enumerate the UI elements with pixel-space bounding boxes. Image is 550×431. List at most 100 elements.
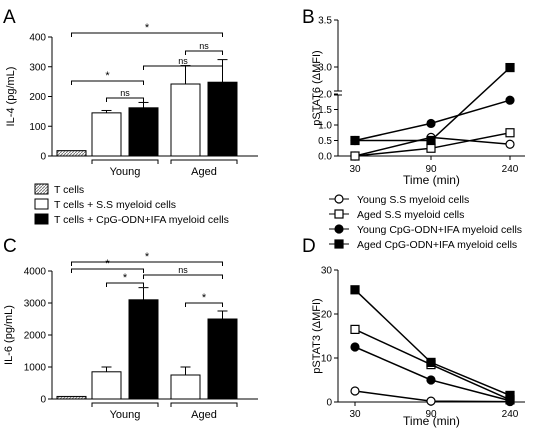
pstat6-line-chart: 0.0 0.5 1.0 1.5 2.0 3.0 3.5 30 90 240 Time (min) pS…: [311, 16, 525, 187]
y-tick-label: 3.5: [318, 16, 332, 27]
y-tick-label: 4000: [24, 267, 47, 278]
y-tick-label: 10: [321, 354, 333, 365]
y-tick-label: 1000: [24, 363, 47, 374]
bar-legend: T cells T cells + S.S myeloid cells T cell…: [34, 183, 229, 226]
data-point: [426, 357, 436, 367]
data-point: [350, 342, 360, 352]
panel-label-a: A: [3, 7, 16, 28]
group-label: Young: [110, 409, 141, 421]
legend-swatch: [34, 183, 49, 195]
series-line: [355, 67, 511, 142]
significance-label: *: [202, 292, 207, 304]
significance-bracket: [185, 50, 223, 55]
bar: [91, 371, 122, 400]
y-tick-label: 0: [40, 395, 46, 406]
data-point: [505, 62, 515, 73]
legend-marker: [334, 224, 344, 234]
y-axis-label: pSTAT3 (ΔMFI): [311, 298, 323, 373]
data-point: [505, 390, 515, 400]
significance-bracket: [106, 97, 144, 102]
significance-label: *: [123, 272, 128, 284]
y-tick-label: 300: [29, 62, 46, 73]
y-axis-label: IL-4 (pg/mL): [5, 67, 17, 127]
panel-label-d: D: [302, 236, 316, 257]
y-tick-label: 2.0: [318, 90, 332, 101]
data-point: [426, 118, 436, 129]
bar: [56, 150, 87, 157]
il6-bar-chart: 0 1000 2000 3000 4000 IL-6 (pg/mL) Young Aged * *…: [3, 251, 258, 421]
bar: [170, 83, 201, 157]
bar: [170, 374, 201, 400]
legend-marker: [334, 209, 344, 219]
y-tick-label: 200: [29, 92, 46, 103]
y-axis-label: IL-6 (pg/mL): [3, 305, 15, 365]
group-bracket: [170, 159, 238, 164]
y-tick-label: 1.5: [318, 105, 332, 116]
y-tick-label: 0: [40, 152, 46, 163]
significance-label: *: [105, 70, 110, 82]
data-point: [350, 324, 360, 334]
y-tick-label: 400: [29, 33, 46, 44]
bar: [128, 299, 159, 400]
y-tick-label: 0.5: [318, 136, 332, 147]
x-tick-label: 90: [425, 164, 437, 175]
significance-bracket: [106, 282, 144, 287]
group-label: Young: [110, 166, 141, 178]
x-axis-label: Time (min): [403, 414, 460, 428]
significance-bracket: [185, 302, 223, 307]
y-axis-label: pSTAT6 (ΔMFI): [311, 50, 323, 125]
bar: [207, 81, 238, 157]
group-label: Aged: [191, 409, 217, 421]
legend-label: Young S.S myeloid cells: [357, 194, 469, 206]
y-tick-label: 3000: [24, 299, 47, 310]
legend-swatch: [34, 198, 49, 210]
legend-label: Aged CpG-ODN+IFA myeloid cells: [357, 239, 517, 251]
y-tick-label: 0: [326, 398, 332, 409]
y-tick-label: 20: [321, 310, 333, 321]
legend-label: T cells + S.S myeloid cells: [54, 199, 176, 211]
x-tick-label: 90: [425, 409, 437, 420]
significance-label: ns: [199, 41, 209, 51]
group-bracket: [91, 402, 159, 407]
x-tick-label: 30: [349, 409, 361, 420]
data-point: [426, 143, 436, 153]
x-tick-label: 240: [502, 409, 519, 420]
x-tick-label: 30: [349, 164, 361, 175]
legend-label: Young CpG-ODN+IFA myeloid cells: [357, 224, 522, 236]
data-point: [505, 95, 515, 105]
significance-label: *: [145, 251, 150, 263]
data-point: [350, 151, 360, 161]
significance-bracket: [143, 65, 223, 70]
legend-label: T cells + CpG-ODN+IFA myeloid cells: [54, 214, 229, 226]
series-line: [354, 346, 511, 402]
panel-label-c: C: [3, 236, 17, 257]
significance-bracket: [71, 261, 223, 266]
data-point: [350, 285, 360, 295]
legend-label: Aged S.S myeloid cells: [357, 209, 464, 221]
data-point: [505, 139, 515, 149]
y-tick-label: 100: [29, 122, 46, 133]
line-legend: Young S.S myeloid cells Aged S.S myeloid …: [329, 194, 522, 251]
data-point: [350, 386, 360, 396]
data-point: [426, 375, 436, 385]
legend-marker: [334, 239, 344, 249]
significance-bracket: [71, 32, 223, 37]
bar: [56, 395, 87, 400]
il4-bar-chart: 0 100 200 300 400 IL-4 (pg/mL) Young Aged * ns ns *…: [5, 22, 258, 178]
group-bracket: [170, 402, 238, 407]
y-tick-label: 2000: [24, 331, 47, 342]
data-point: [350, 135, 360, 146]
significance-bracket: [143, 274, 223, 279]
legend-marker: [334, 194, 344, 204]
group-label: Aged: [191, 166, 217, 178]
legend-swatch: [34, 213, 49, 225]
data-point: [505, 128, 515, 138]
significance-bracket: [71, 268, 144, 273]
y-tick-label: 30: [321, 266, 333, 277]
significance-label: ns: [178, 265, 188, 275]
y-tick-label: 0.0: [318, 152, 332, 163]
y-tick-label: 3.0: [318, 63, 332, 74]
group-bracket: [91, 159, 159, 164]
significance-bracket: [71, 80, 144, 85]
